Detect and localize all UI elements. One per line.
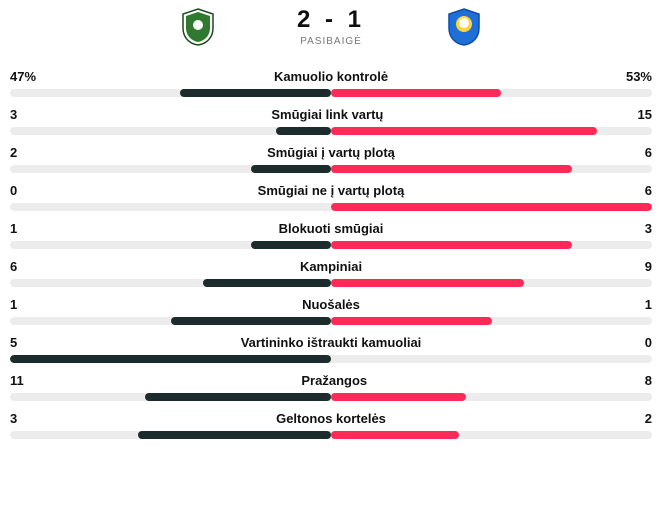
match-status: PASIBAIGĖ <box>297 36 365 47</box>
stat-home-value: 3 <box>10 107 17 122</box>
stat-home-value: 6 <box>10 259 17 274</box>
stat-head: 6 Kampiniai 9 <box>10 259 652 274</box>
stat-home-value: 5 <box>10 335 17 350</box>
stat-home-value: 1 <box>10 297 17 312</box>
stat-label: Smūgiai link vartų <box>271 107 383 122</box>
stat-head: 5 Vartininko ištraukti kamuoliai 0 <box>10 335 652 350</box>
stat-home-value: 1 <box>10 221 17 236</box>
stat-away-value: 53% <box>626 69 652 84</box>
stat-label: Vartininko ištraukti kamuoliai <box>241 335 422 350</box>
stat-head: 11 Pražangos 8 <box>10 373 652 388</box>
stat-away-value: 15 <box>638 107 652 122</box>
stat-bar-home-fill <box>251 165 331 173</box>
stat-bar <box>10 393 652 401</box>
score-block: 2 - 1 PASIBAIGĖ <box>297 6 365 47</box>
stat-bar-home-fill <box>276 127 331 135</box>
stat-row: 47% Kamuolio kontrolė 53% <box>10 69 652 97</box>
stat-bar-away-fill <box>331 241 572 249</box>
away-crest-icon <box>445 8 483 46</box>
stat-label: Nuošalės <box>302 297 360 312</box>
stat-head: 47% Kamuolio kontrolė 53% <box>10 69 652 84</box>
stat-row: 3 Smūgiai link vartų 15 <box>10 107 652 135</box>
stat-bar-home-fill <box>10 355 331 363</box>
match-header: 2 - 1 PASIBAIGĖ <box>0 0 662 57</box>
score: 2 - 1 <box>297 6 365 34</box>
stat-label: Smūgiai ne į vartų plotą <box>258 183 405 198</box>
stat-row: 1 Blokuoti smūgiai 3 <box>10 221 652 249</box>
stat-bar <box>10 165 652 173</box>
stat-bar-away-fill <box>331 203 652 211</box>
stat-home-value: 11 <box>10 373 24 388</box>
stat-head: 3 Smūgiai link vartų 15 <box>10 107 652 122</box>
stat-head: 3 Geltonos kortelės 2 <box>10 411 652 426</box>
stat-head: 2 Smūgiai į vartų plotą 6 <box>10 145 652 160</box>
stat-row: 11 Pražangos 8 <box>10 373 652 401</box>
stats-list: 47% Kamuolio kontrolė 53% 3 Smūgiai link… <box>0 57 662 459</box>
stat-bar-home-fill <box>171 317 332 325</box>
stat-bar <box>10 89 652 97</box>
stat-row: 6 Kampiniai 9 <box>10 259 652 287</box>
stat-bar-away-fill <box>331 317 492 325</box>
stat-bar-home-fill <box>180 89 331 97</box>
stat-row: 2 Smūgiai į vartų plotą 6 <box>10 145 652 173</box>
stat-away-value: 0 <box>645 335 652 350</box>
stat-home-value: 47% <box>10 69 36 84</box>
stat-label: Smūgiai į vartų plotą <box>267 145 395 160</box>
stat-label: Pražangos <box>301 373 367 388</box>
stat-bar-home-fill <box>145 393 331 401</box>
stat-home-value: 2 <box>10 145 17 160</box>
stat-away-value: 1 <box>645 297 652 312</box>
stat-away-value: 3 <box>645 221 652 236</box>
stat-bar-away-fill <box>331 431 459 439</box>
stat-bar-home-fill <box>203 279 331 287</box>
home-crest-icon <box>179 8 217 46</box>
stat-away-value: 6 <box>645 183 652 198</box>
stat-away-value: 2 <box>645 411 652 426</box>
stat-away-value: 8 <box>645 373 652 388</box>
stat-row: 3 Geltonos kortelės 2 <box>10 411 652 439</box>
stat-bar <box>10 203 652 211</box>
stat-bar-home-fill <box>251 241 331 249</box>
stat-head: 0 Smūgiai ne į vartų plotą 6 <box>10 183 652 198</box>
stat-label: Kamuolio kontrolė <box>274 69 388 84</box>
stat-away-value: 6 <box>645 145 652 160</box>
stat-bar <box>10 279 652 287</box>
stat-home-value: 3 <box>10 411 17 426</box>
stat-bar <box>10 127 652 135</box>
stat-bar <box>10 431 652 439</box>
stat-bar-away-fill <box>331 279 524 287</box>
stat-row: 0 Smūgiai ne į vartų plotą 6 <box>10 183 652 211</box>
stat-bar <box>10 355 652 363</box>
stat-home-value: 0 <box>10 183 17 198</box>
stat-row: 5 Vartininko ištraukti kamuoliai 0 <box>10 335 652 363</box>
stat-bar-home-fill <box>138 431 331 439</box>
stat-bar-away-fill <box>331 89 501 97</box>
stat-head: 1 Blokuoti smūgiai 3 <box>10 221 652 236</box>
stat-bar-away-fill <box>331 165 572 173</box>
stat-label: Blokuoti smūgiai <box>279 221 384 236</box>
stat-bar <box>10 241 652 249</box>
stat-bar <box>10 317 652 325</box>
stat-head: 1 Nuošalės 1 <box>10 297 652 312</box>
stat-bar-away-fill <box>331 127 597 135</box>
stat-label: Geltonos kortelės <box>276 411 386 426</box>
stat-label: Kampiniai <box>300 259 362 274</box>
stat-row: 1 Nuošalės 1 <box>10 297 652 325</box>
stat-bar-away-fill <box>331 393 466 401</box>
stat-away-value: 9 <box>645 259 652 274</box>
